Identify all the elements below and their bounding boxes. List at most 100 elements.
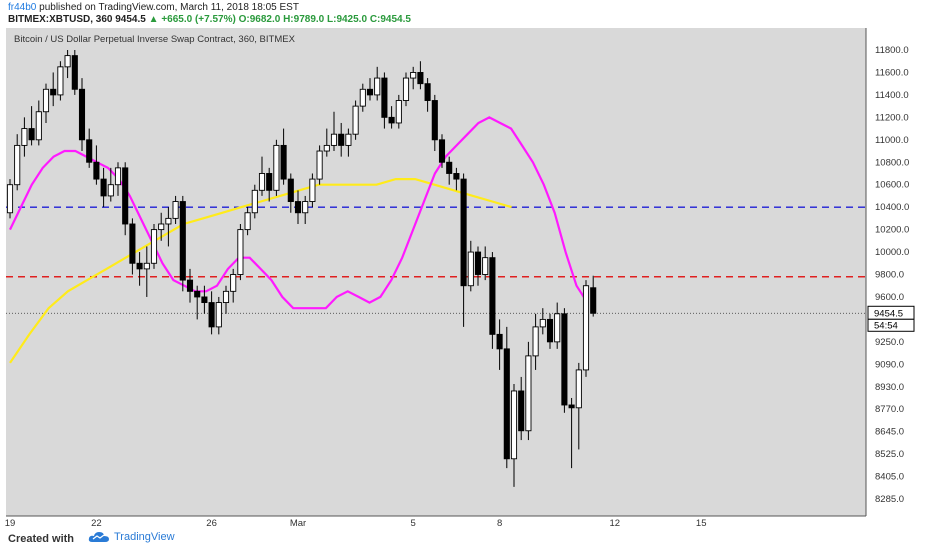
tradingview-cloud-icon xyxy=(88,532,109,542)
candle-down xyxy=(208,302,215,328)
candle-down xyxy=(71,55,78,90)
candle-down xyxy=(136,262,143,270)
candle-up xyxy=(237,229,244,275)
candle-down xyxy=(446,161,453,174)
candle-up xyxy=(273,144,280,191)
countdown-label: 54:54 xyxy=(874,320,898,331)
y-tick-label: 8405.0 xyxy=(875,472,904,483)
candle-down xyxy=(122,167,129,225)
candle-down xyxy=(424,83,431,101)
y-tick-label: 11200.0 xyxy=(875,112,909,123)
candle-down xyxy=(366,88,374,96)
time-axis xyxy=(0,516,866,528)
candle-up xyxy=(482,257,489,275)
candle-up xyxy=(165,217,172,225)
candle-down xyxy=(50,88,57,96)
candle-up xyxy=(222,290,230,304)
price-axis xyxy=(866,28,932,528)
candle-up xyxy=(143,262,150,270)
candle-down xyxy=(518,390,525,432)
y-tick-label: 9250.0 xyxy=(875,337,904,348)
candle-down xyxy=(86,139,93,163)
candle-down xyxy=(93,161,100,180)
x-tick-label: 12 xyxy=(610,518,621,528)
candle-down xyxy=(460,178,467,287)
candle-up xyxy=(42,88,50,113)
price-chart[interactable]: Bitcoin / US Dollar Perpetual Inverse Sw… xyxy=(0,28,932,528)
x-tick-label: 15 xyxy=(696,518,707,528)
candle-up xyxy=(582,285,590,371)
y-tick-label: 11000.0 xyxy=(875,135,909,146)
y-tick-label: 9800.0 xyxy=(875,270,904,281)
candle-up xyxy=(14,144,21,186)
y-tick-label: 10200.0 xyxy=(875,225,909,236)
created-with-text: Created with xyxy=(8,533,75,545)
high-label: H:9789.0 xyxy=(283,14,325,25)
candle-down xyxy=(287,178,294,202)
brand-label: TradingView xyxy=(114,531,175,543)
candle-up xyxy=(410,72,417,79)
up-arrow-icon: ▲ xyxy=(148,14,159,25)
candle-up xyxy=(172,201,179,219)
y-tick-label: 9090.0 xyxy=(875,359,904,370)
candle-down xyxy=(266,173,273,191)
candle-up xyxy=(316,150,323,180)
close-label: C:9454.5 xyxy=(369,14,411,25)
candle-up xyxy=(402,77,410,101)
candle-up xyxy=(345,133,352,146)
candle-up xyxy=(323,144,330,152)
change-label: +665.0 (+7.57%) xyxy=(161,14,236,25)
candle-down xyxy=(438,139,446,163)
y-tick-label: 10600.0 xyxy=(875,180,909,191)
candle-down xyxy=(78,88,86,141)
candle-up xyxy=(330,133,338,146)
candle-up xyxy=(395,100,402,124)
candle-down xyxy=(186,279,194,292)
x-tick-label: 22 xyxy=(91,518,102,528)
chart-header: fr44b0 published on TradingView.com, Mar… xyxy=(0,0,932,28)
y-tick-label: 8525.0 xyxy=(875,449,904,460)
candle-down xyxy=(561,313,568,406)
candle-down xyxy=(496,333,503,350)
symbol-info: BITMEX:XBTUSD, 360 9454.5 ▲ +665.0 (+7.5… xyxy=(8,14,411,25)
y-tick-label: 9600.0 xyxy=(875,292,904,303)
candle-down xyxy=(568,404,575,409)
candle-up xyxy=(64,55,71,68)
candle-down xyxy=(489,257,496,335)
y-tick-label: 8285.0 xyxy=(875,494,904,505)
countdown-box xyxy=(867,318,915,332)
y-tick-label: 8930.0 xyxy=(875,382,904,393)
candle-down xyxy=(590,287,597,314)
candle-up xyxy=(114,167,122,186)
candle-down xyxy=(280,144,287,180)
candle-up xyxy=(251,189,258,214)
tradingview-logo[interactable]: TradingView xyxy=(88,531,175,543)
x-tick-label: Mar xyxy=(290,518,306,528)
candle-up xyxy=(107,184,114,197)
y-tick-label: 10400.0 xyxy=(875,202,909,213)
x-tick-label: 19 xyxy=(5,518,16,528)
author-link[interactable]: fr44b0 xyxy=(8,2,37,13)
candle-up xyxy=(230,274,237,292)
candle-up xyxy=(6,184,14,214)
candle-down xyxy=(388,116,395,124)
x-tick-label: 26 xyxy=(206,518,217,528)
x-tick-label: 5 xyxy=(411,518,416,528)
candle-up xyxy=(532,326,539,357)
y-tick-label: 11600.0 xyxy=(875,67,909,78)
last-price-label: 9454.5 xyxy=(874,308,903,319)
price-label: 9454.5 xyxy=(115,14,146,25)
candle-up xyxy=(150,229,158,264)
candle-up xyxy=(554,313,561,343)
candle-up xyxy=(35,111,42,141)
candle-down xyxy=(201,296,208,304)
candle-up xyxy=(467,251,474,287)
candle-down xyxy=(453,173,460,180)
candle-down xyxy=(431,100,438,141)
publish-info: fr44b0 published on TradingView.com, Mar… xyxy=(8,2,299,13)
candle-up xyxy=(359,88,366,107)
x-tick-label: 8 xyxy=(497,518,502,528)
candle-up xyxy=(575,369,582,409)
candle-down xyxy=(28,128,35,141)
candle-up xyxy=(302,201,309,214)
